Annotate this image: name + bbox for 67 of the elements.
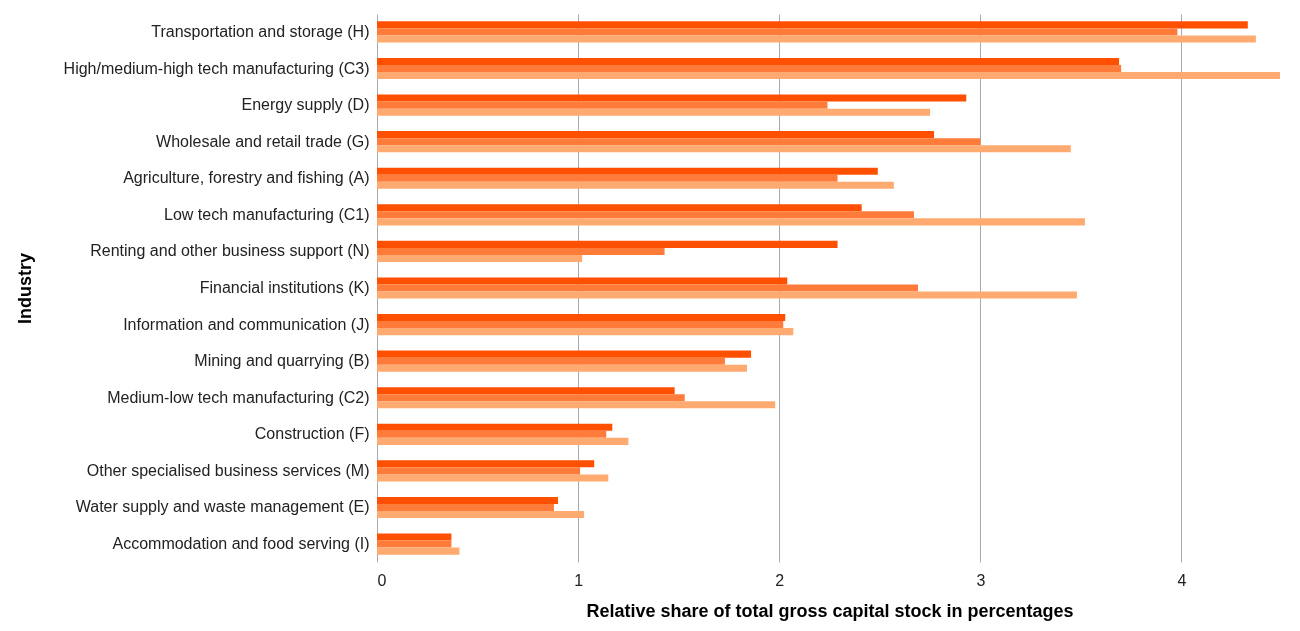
bar bbox=[377, 474, 609, 482]
bar bbox=[377, 145, 1071, 153]
y-tick-label: Other specialised business services (M) bbox=[86, 461, 370, 479]
bar bbox=[377, 533, 452, 541]
bar bbox=[377, 511, 585, 519]
y-tick-label: Medium-low tech manufacturing (C2) bbox=[107, 388, 370, 406]
bar bbox=[377, 540, 452, 548]
bar bbox=[377, 174, 838, 182]
y-tick-label: Mining and quarrying (B) bbox=[194, 352, 370, 370]
bar bbox=[377, 247, 665, 255]
bar bbox=[377, 204, 862, 212]
bar bbox=[377, 437, 629, 445]
bar bbox=[377, 321, 784, 329]
bar bbox=[377, 218, 1085, 226]
bar bbox=[377, 64, 1122, 73]
bar bbox=[377, 181, 894, 189]
bar bbox=[377, 284, 918, 292]
y-tick-label: Information and communication (J) bbox=[123, 315, 370, 333]
y-tick-label: Accommodation and food serving (I) bbox=[112, 535, 370, 553]
y-tick-label: Construction (F) bbox=[254, 425, 370, 443]
x-tick-label: 1 bbox=[574, 571, 584, 589]
bar bbox=[377, 503, 554, 512]
y-tick-label: Renting and other business support (N) bbox=[90, 242, 370, 260]
bar bbox=[377, 57, 1120, 65]
y-tick-label: Wholesale and retail trade (G) bbox=[156, 132, 370, 150]
bar bbox=[377, 350, 752, 358]
y-axis-title: Industry bbox=[14, 252, 35, 325]
bar bbox=[377, 313, 786, 322]
bar bbox=[377, 167, 878, 175]
bar bbox=[377, 21, 1248, 29]
y-tick-label: Energy supply (D) bbox=[241, 96, 370, 114]
bar bbox=[377, 240, 838, 248]
y-tick-label: High/medium-high tech manufacturing (C3) bbox=[63, 59, 370, 77]
x-axis-title: Relative share of total gross capital stock in percentages bbox=[586, 600, 1074, 621]
bar bbox=[377, 211, 914, 219]
bar bbox=[377, 430, 607, 438]
bar bbox=[377, 72, 1280, 80]
bar bbox=[377, 423, 613, 431]
bar bbox=[377, 547, 460, 555]
bar bbox=[377, 35, 1256, 43]
bar bbox=[377, 101, 828, 109]
bar bbox=[377, 387, 675, 395]
y-tick-label: Water supply and waste management (E) bbox=[75, 498, 370, 516]
bar bbox=[377, 496, 558, 504]
bar bbox=[377, 254, 583, 263]
bar bbox=[377, 328, 794, 336]
y-tick-label: Transportation and storage (H) bbox=[151, 22, 370, 40]
bar bbox=[377, 138, 981, 146]
x-tick-label: 2 bbox=[775, 571, 785, 589]
x-tick-label: 3 bbox=[976, 571, 986, 589]
bar bbox=[377, 108, 931, 116]
bar bbox=[377, 460, 595, 468]
bar bbox=[377, 131, 935, 139]
bar bbox=[377, 357, 725, 365]
x-tick-label: 0 bbox=[377, 571, 387, 589]
bar bbox=[377, 394, 685, 402]
bar bbox=[377, 467, 581, 475]
bar bbox=[377, 94, 967, 102]
bar bbox=[377, 277, 788, 285]
x-tick-label: 4 bbox=[1177, 571, 1187, 589]
bar bbox=[377, 401, 776, 409]
bar bbox=[377, 364, 748, 372]
bar bbox=[377, 28, 1178, 36]
y-tick-label: Financial institutions (K) bbox=[199, 279, 370, 296]
bar bbox=[377, 291, 1077, 299]
y-tick-label: Agriculture, forestry and fishing (A) bbox=[123, 169, 370, 187]
y-tick-label: Low tech manufacturing (C1) bbox=[164, 205, 370, 223]
